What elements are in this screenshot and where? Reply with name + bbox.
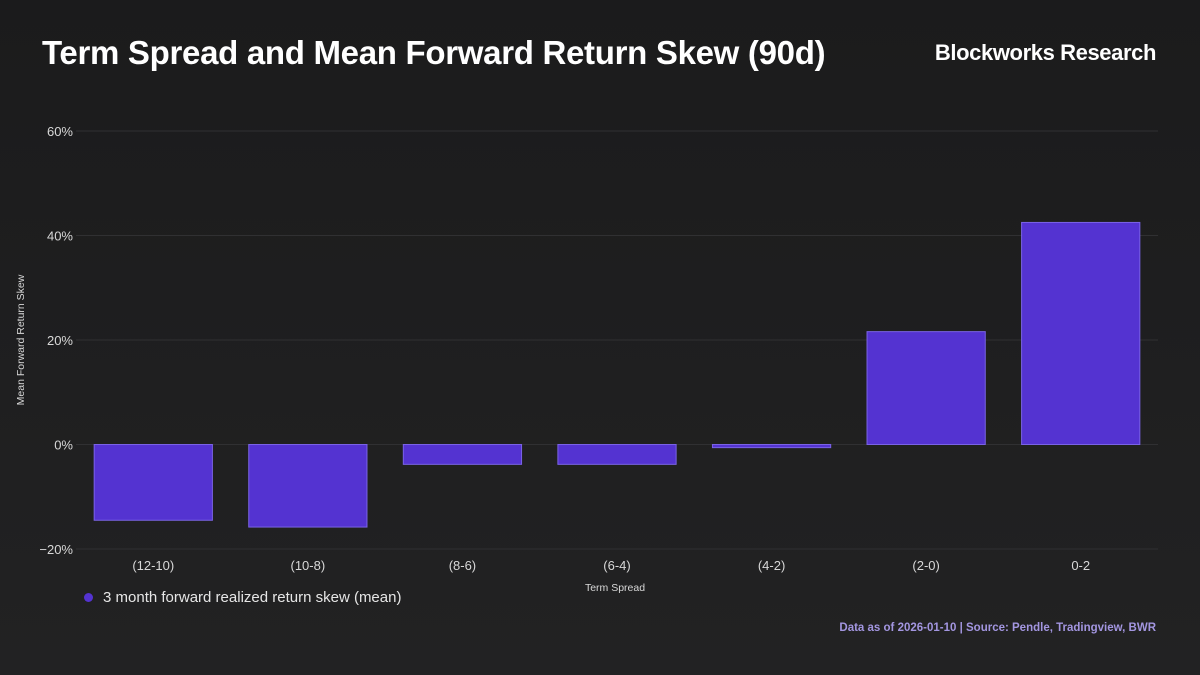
bar (866, 331, 986, 446)
bar (248, 444, 368, 528)
grid-lines (76, 130, 1158, 550)
y-tick-label: 20% (47, 333, 73, 348)
bar (402, 444, 523, 465)
legend-marker-icon (84, 593, 93, 602)
x-tick-label: (2-0) (912, 558, 939, 573)
chart-title: Term Spread and Mean Forward Return Skew… (42, 34, 826, 71)
bar (557, 444, 677, 465)
source-footnote: Data as of 2026-01-10 | Source: Pendle, … (839, 622, 1156, 634)
y-tick-label: 60% (47, 124, 73, 139)
bar (93, 444, 213, 521)
y-axis-label: Mean Forward Return Skew (15, 274, 27, 405)
x-tick-label: (6-4) (603, 558, 630, 573)
y-tick-label: 40% (47, 229, 73, 244)
bar (1021, 221, 1141, 445)
x-axis-label: Term Spread (585, 582, 645, 594)
y-tick-label: −20% (39, 542, 73, 557)
bars (93, 221, 1141, 528)
x-tick-label: (10-8) (291, 558, 326, 573)
x-tick-label: (12-10) (132, 558, 174, 573)
legend: 3 month forward realized return skew (me… (84, 589, 401, 606)
y-tick-labels: −20% 0% 20% 40% 60% (39, 124, 73, 557)
x-tick-label: (4-2) (758, 558, 785, 573)
x-tick-label: (8-6) (449, 558, 476, 573)
x-tick-labels: (12-10) (10-8) (8-6) (6-4) (4-2) (2-0) 0-2 (132, 558, 1090, 573)
bar (711, 444, 832, 449)
x-tick-label: 0-2 (1071, 558, 1090, 573)
legend-label: 3 month forward realized return skew (me… (103, 589, 402, 606)
brand-logo: Blockworks Research (934, 40, 1156, 65)
y-tick-label: 0% (54, 438, 73, 453)
